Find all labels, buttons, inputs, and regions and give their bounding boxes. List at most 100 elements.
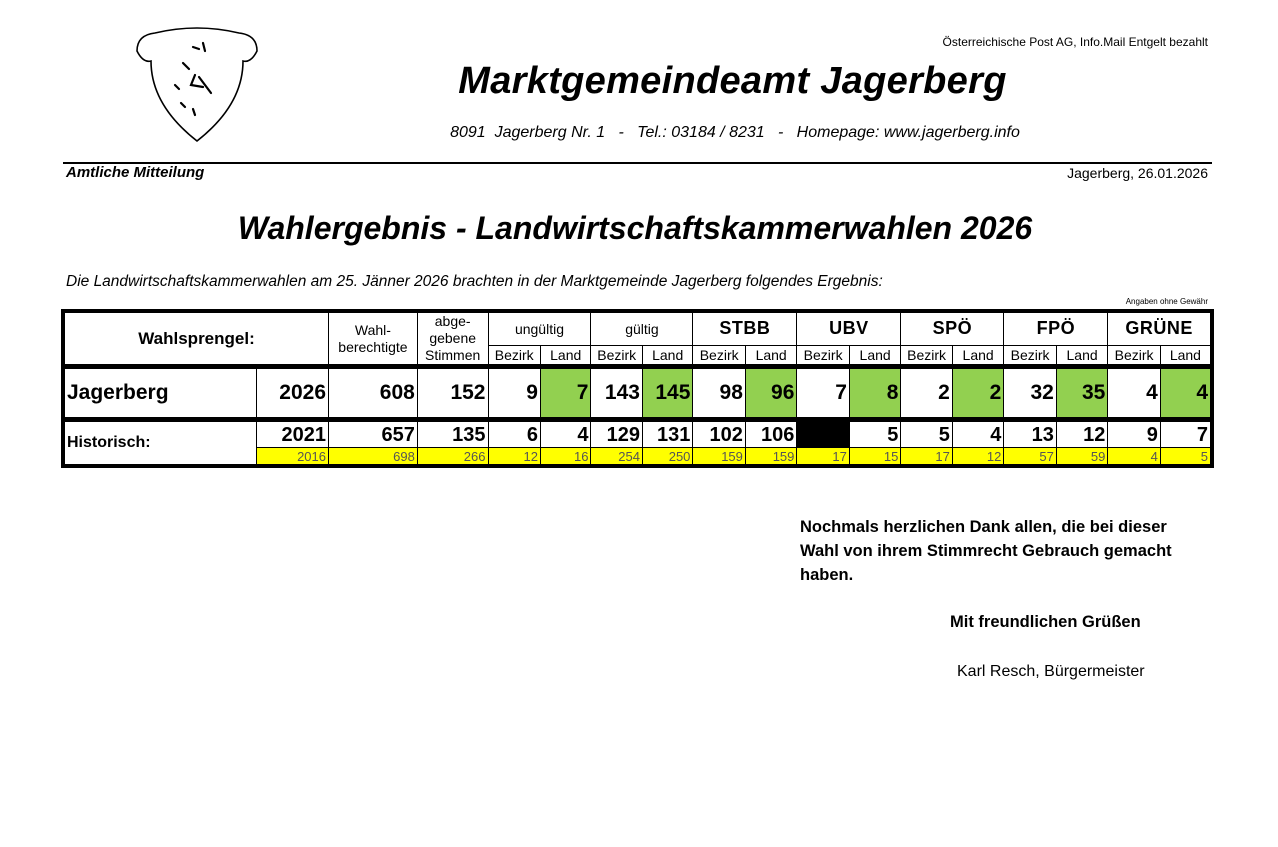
current-result-row: Jagerberg 2026 608 152 9 7 143 145 98 96 7 8 2 2 3…	[62, 368, 1213, 418]
header-wahlberechtigte: Wahl- berechtigte	[328, 310, 418, 365]
current-value: 2	[900, 368, 953, 418]
separator-cell	[63, 417, 1212, 422]
header-abgegebene-line2: gebene	[429, 330, 477, 346]
disclaimer: Angaben ohne Gewähr	[1125, 297, 1208, 306]
subheader-land: Land	[539, 344, 592, 366]
current-value: 7	[796, 368, 850, 418]
header-party-ubv: UBV	[796, 310, 902, 346]
older-value: 12	[487, 447, 541, 467]
current-wahlberechtigte: 608	[328, 368, 418, 418]
current-value: 143	[590, 368, 643, 418]
older-value: 5	[1159, 447, 1213, 467]
current-value: 9	[487, 368, 541, 418]
row-separator	[63, 417, 1212, 422]
current-value: 4	[1107, 368, 1161, 418]
historic-year: 2021	[256, 421, 329, 448]
current-value: 4	[1159, 368, 1213, 418]
subheader-bezirk: Bezirk	[487, 344, 541, 366]
historic-value: 129	[590, 421, 643, 448]
older-value: 59	[1055, 447, 1109, 467]
thanks-text: Nochmals herzlichen Dank allen, die bei …	[800, 518, 1172, 584]
historic-value: 106	[744, 421, 798, 448]
contact-line: 8091 Jagerberg Nr. 1 - Tel.: 03184 / 823…	[450, 124, 1020, 141]
subheader-bezirk: Bezirk	[590, 344, 643, 366]
older-value: 159	[744, 447, 798, 467]
older-value: 17	[900, 447, 953, 467]
historic-value: 9	[1107, 421, 1161, 448]
historic-value: 5	[848, 421, 902, 448]
regards-text: Mit freundlichen Grüßen	[950, 613, 1141, 631]
older-value: 57	[1003, 447, 1057, 467]
header-party-fpoe: FPÖ	[1003, 310, 1109, 346]
signature-text: Karl Resch, Bürgermeister	[957, 663, 1145, 680]
subheader-bezirk: Bezirk	[1107, 344, 1161, 366]
historic-value: 5	[900, 421, 953, 448]
older-value: 4	[1107, 447, 1161, 467]
subheader-bezirk: Bezirk	[900, 344, 953, 366]
current-abgegebene: 152	[416, 368, 489, 418]
postage-note: Österreichische Post AG, Info.Mail Entge…	[942, 35, 1208, 49]
header-party-gruene: GRÜNE	[1107, 310, 1213, 346]
historic-value	[796, 421, 850, 448]
row-label-historisch: Historisch:	[62, 421, 258, 467]
header-wahlberechtigte-line1: Wahl-	[354, 321, 391, 338]
current-year: 2026	[256, 368, 329, 418]
header-party-stbb: STBB	[692, 310, 798, 346]
older-year: 2016	[256, 447, 329, 467]
subheader-land: Land	[641, 344, 694, 366]
subheader-land: Land	[1055, 344, 1109, 366]
current-value: 98	[692, 368, 746, 418]
subheader-land: Land	[848, 344, 902, 366]
older-value: 16	[539, 447, 592, 467]
subheader-bezirk: Bezirk	[1003, 344, 1057, 366]
header-abgegebene-line1: abge-	[434, 313, 471, 329]
current-value: 32	[1003, 368, 1057, 418]
historic-value: 4	[951, 421, 1005, 448]
sub-header-row: Bezirk Land Bezirk Land Bezirk Land Bezirk Land…	[63, 344, 1213, 366]
historic-value: 102	[692, 421, 746, 448]
header-abgegebene-line3: Stimmen	[425, 347, 481, 363]
coat-of-arms-icon	[136, 27, 258, 143]
current-value: 7	[539, 368, 592, 418]
header-wahlsprengel: Wahlsprengel:	[62, 310, 329, 365]
subheader-land: Land	[951, 344, 1005, 366]
header-wahlberechtigte-line2: berechtigte	[338, 338, 408, 355]
current-value: 96	[744, 368, 798, 418]
older-value: 159	[692, 447, 746, 467]
historic-value: 13	[1003, 421, 1057, 448]
header-abgegebene: abge- gebene Stimmen	[416, 310, 489, 365]
historic-value: 7	[1159, 421, 1213, 448]
older-value: 254	[590, 447, 643, 467]
historic-value: 4	[539, 421, 592, 448]
current-value: 2	[951, 368, 1005, 418]
subheader-land: Land	[1159, 344, 1213, 366]
subheader-bezirk: Bezirk	[692, 344, 746, 366]
historic-abgegebene: 135	[416, 421, 489, 448]
older-value: 250	[641, 447, 694, 467]
header-party-spoe: SPÖ	[900, 310, 1005, 346]
subheader-land: Land	[744, 344, 798, 366]
current-value: 35	[1055, 368, 1109, 418]
historic-value: 12	[1055, 421, 1109, 448]
older-result-row: 2016 698 266 12 16 254 250 159 159 17 15 17 12 57 5…	[63, 447, 1213, 467]
historic-wahlberechtigte: 657	[328, 421, 418, 448]
older-value: 15	[848, 447, 902, 467]
header-ungueltig: ungültig	[487, 310, 592, 346]
date-line: Jagerberg, 26.01.2026	[1067, 165, 1208, 181]
current-value: 145	[641, 368, 694, 418]
historic-value: 6	[487, 421, 541, 448]
separator-cell	[63, 364, 1212, 369]
notice-label: Amtliche Mitteilung	[66, 164, 205, 181]
older-value: 17	[796, 447, 850, 467]
row-label-jagerberg: Jagerberg	[62, 368, 258, 418]
subheader-bezirk: Bezirk	[796, 344, 850, 366]
older-wahlberechtigte: 698	[328, 447, 418, 467]
row-separator	[63, 364, 1212, 369]
older-value: 12	[951, 447, 1005, 467]
current-value: 8	[848, 368, 902, 418]
header-divider	[63, 162, 1212, 164]
historic-result-row: Historisch: 2021 657 135 6 4 129 131 102 106 5…	[62, 421, 1213, 467]
header-gueltig: gültig	[590, 310, 694, 346]
results-table: Wahlsprengel: Wahl- berechtigte abge- ge…	[61, 309, 1214, 468]
older-abgegebene: 266	[416, 447, 489, 467]
